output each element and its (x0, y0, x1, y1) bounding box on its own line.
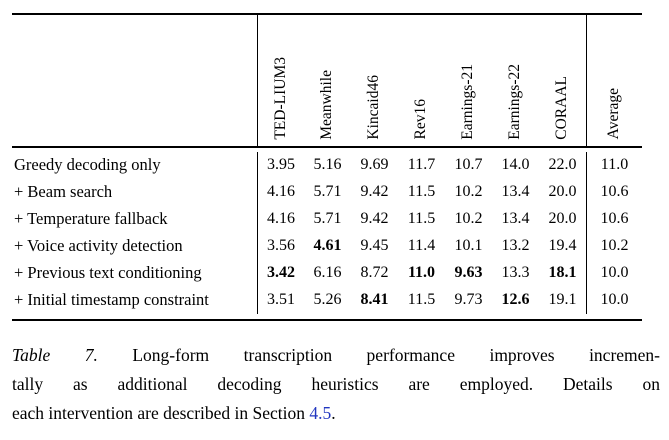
column-header: TED-LIUM3 (257, 15, 304, 147)
wer-value-cell: 3.56 (257, 232, 304, 260)
wer-value-cell: 13.4 (501, 210, 530, 228)
wer-value-cell: 3.95 (257, 151, 304, 179)
row-label: Greedy decoding only (14, 155, 161, 175)
average-value-cell: 10.6 (586, 178, 642, 206)
row-label: + Voice activity detection (14, 236, 183, 256)
wer-value-cell: 10.1 (454, 237, 483, 255)
column-header: CORAAL (539, 15, 586, 146)
wer-value-cell: 9.42 (360, 183, 389, 201)
wer-value-cell: 3.42 (257, 259, 304, 287)
wer-value-cell: 4.16 (257, 205, 304, 233)
caption-line: each intervention are described in Secti… (12, 399, 660, 428)
wer-value-cell: 10.2 (454, 210, 483, 228)
column-header-label: Earnings-21 (459, 63, 477, 140)
table-row: + Initial timestamp constraint 3.51 5.26… (12, 286, 642, 314)
caption-line: tally as additional decoding heuristics … (12, 370, 660, 399)
column-header-label: Average (605, 88, 623, 140)
average-value-cell: 10.0 (586, 286, 642, 314)
wer-value-cell: 11.5 (407, 291, 436, 309)
wer-value-cell: 11.0 (407, 264, 436, 282)
table-row: + Beam search 4.16 5.71 9.42 11.5 10.2 1… (12, 178, 642, 206)
caption-text: tally as additional decoding heuristics … (12, 374, 660, 394)
wer-value-cell: 11.7 (407, 156, 436, 174)
column-header: Earnings-21 (445, 15, 492, 146)
wer-value-cell: 3.51 (257, 286, 304, 314)
table-row: + Temperature fallback 4.16 5.71 9.42 11… (12, 205, 642, 233)
caption: Table 7. Long-form transcription perform… (12, 341, 660, 428)
wer-value-cell: 10.2 (454, 183, 483, 201)
wer-value-cell: 8.41 (360, 291, 389, 309)
table-bottom-rule (12, 318, 642, 321)
column-header: Earnings-22 (492, 15, 539, 146)
table-row: + Previous text conditioning 3.42 6.16 8… (12, 259, 642, 287)
wer-value-cell: 9.45 (360, 237, 389, 255)
header-spacer-cell (12, 15, 257, 146)
wer-value-cell: 13.3 (501, 264, 530, 282)
caption-table-label: Table 7. (12, 345, 98, 365)
wer-value-cell: 9.69 (360, 156, 389, 174)
caption-line: Table 7. Long-form transcription perform… (12, 341, 660, 370)
column-header-label: Earnings-22 (506, 63, 524, 140)
average-value-cell: 11.0 (586, 151, 642, 179)
caption-text: each intervention are described in Secti… (12, 403, 310, 423)
row-label: + Previous text conditioning (14, 263, 202, 283)
wer-value-cell: 9.73 (454, 291, 483, 309)
wer-value-cell: 9.42 (360, 210, 389, 228)
wer-value-cell: 6.16 (313, 264, 342, 282)
wer-value-cell: 11.5 (407, 183, 436, 201)
wer-value-cell: 10.7 (454, 156, 483, 174)
section-link[interactable]: 4.5 (309, 403, 332, 423)
wer-value-cell: 11.4 (407, 237, 436, 255)
wer-value-cell: 11.5 (407, 210, 436, 228)
wer-value-cell: 4.16 (257, 178, 304, 206)
wer-value-cell: 13.2 (501, 237, 530, 255)
column-header-label: CORAAL (553, 75, 571, 140)
wer-value-cell: 5.71 (313, 210, 342, 228)
wer-value-cell: 19.1 (548, 291, 577, 309)
wer-value-cell: 13.4 (501, 183, 530, 201)
row-label: + Initial timestamp constraint (14, 290, 209, 310)
table-row: Greedy decoding only 3.95 5.16 9.69 11.7… (12, 151, 642, 179)
caption-text: . (331, 403, 336, 423)
wer-value-cell: 19.4 (548, 237, 577, 255)
wer-value-cell: 14.0 (501, 156, 530, 174)
wer-value-cell: 5.26 (313, 291, 342, 309)
table-top-rule (12, 13, 642, 16)
row-label: + Beam search (14, 182, 113, 202)
results-table: TED-LIUM3 Meanwhile Kincaid46 Rev16 Earn… (12, 13, 642, 321)
table-header-row: TED-LIUM3 Meanwhile Kincaid46 Rev16 Earn… (12, 15, 642, 147)
average-value-cell: 10.0 (586, 259, 642, 287)
row-label: + Temperature fallback (14, 209, 168, 229)
wer-value-cell: 20.0 (548, 210, 577, 228)
wer-value-cell: 22.0 (548, 156, 577, 174)
wer-value-cell: 8.72 (360, 264, 389, 282)
column-header-label: Meanwhile (318, 69, 336, 140)
column-header: Meanwhile (304, 15, 351, 146)
table-body: Greedy decoding only 3.95 5.16 9.69 11.7… (12, 148, 642, 319)
table-row: + Voice activity detection 3.56 4.61 9.4… (12, 232, 642, 260)
wer-value-cell: 9.63 (454, 264, 483, 282)
column-header-label: Rev16 (412, 98, 430, 140)
average-value-cell: 10.6 (586, 205, 642, 233)
column-header-label: Kincaid46 (365, 74, 383, 140)
wer-value-cell: 5.71 (313, 183, 342, 201)
column-header: Rev16 (398, 15, 445, 146)
caption-text: Long-form transcription performance impr… (132, 345, 660, 365)
wer-value-cell: 20.0 (548, 183, 577, 201)
column-header-average: Average (586, 15, 642, 147)
average-value-cell: 10.2 (586, 232, 642, 260)
wer-value-cell: 4.61 (313, 237, 342, 255)
column-header: Kincaid46 (351, 15, 398, 146)
header-mid-rule (12, 146, 642, 148)
column-header-label: TED-LIUM3 (271, 56, 289, 140)
wer-value-cell: 18.1 (548, 264, 577, 282)
wer-value-cell: 5.16 (313, 156, 342, 174)
wer-value-cell: 12.6 (501, 291, 530, 309)
